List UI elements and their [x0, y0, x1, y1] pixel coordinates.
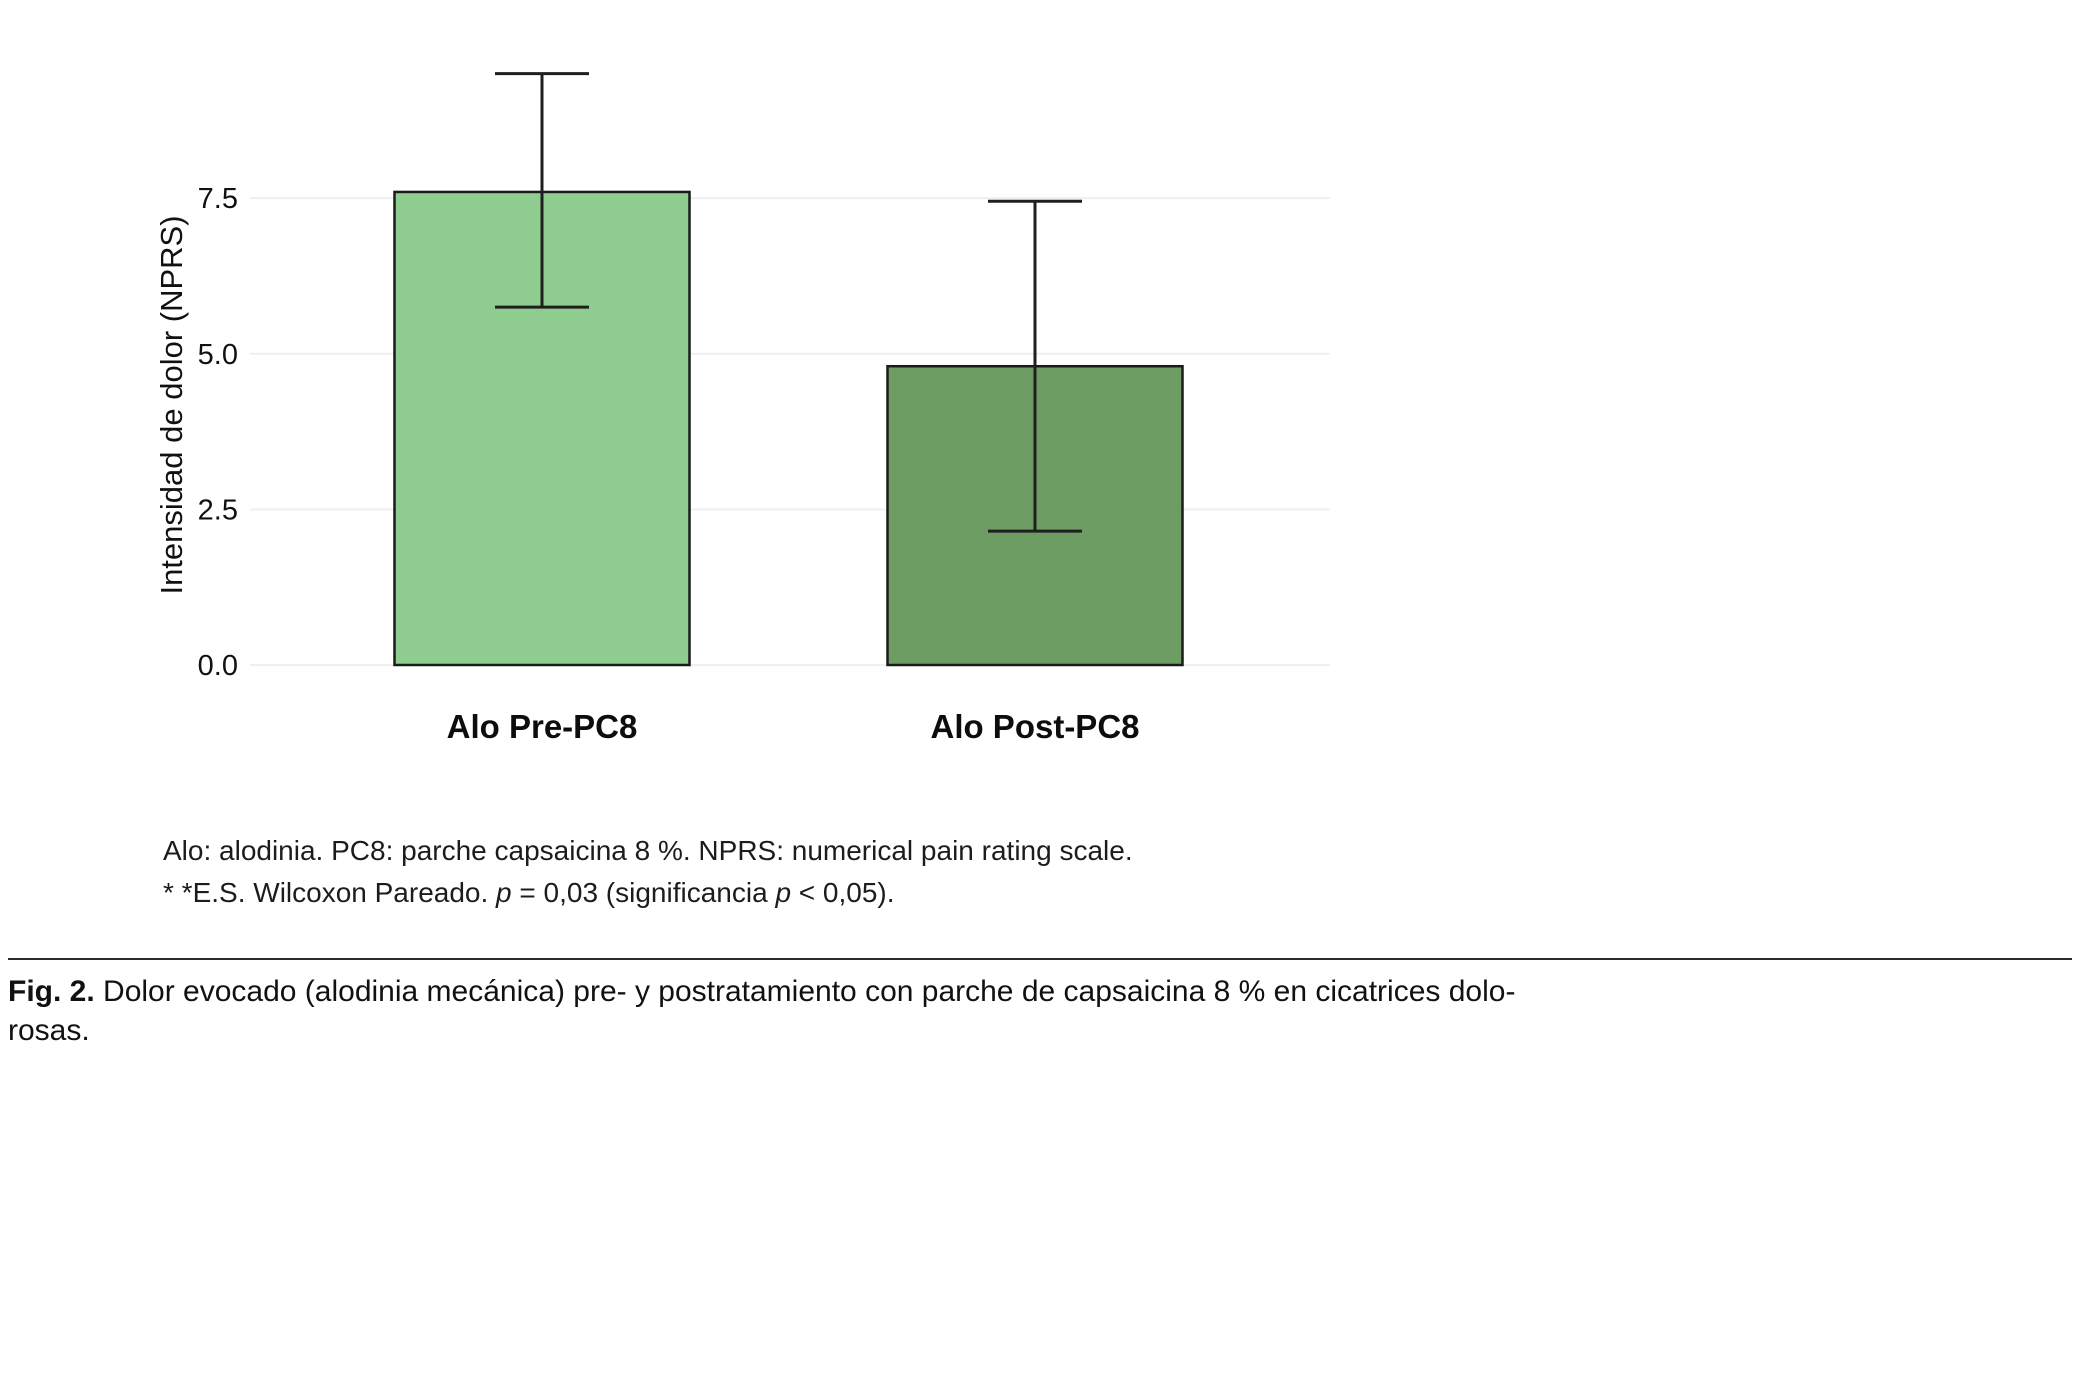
- y-tick-label: 7.5: [198, 183, 238, 215]
- chart-footnotes: Alo: alodinia. PC8: parche capsaicina 8 …: [163, 830, 2080, 914]
- figure-caption-text: Dolor evocado (alodinia mecánica) pre- y…: [8, 975, 1516, 1047]
- bar-chart: 0.0 2.5 5.0 7.5 Intensidad de dolor (NPRS) Al…: [154, 72, 1330, 745]
- footnote-p-symbol: p: [775, 877, 792, 908]
- footnote-p-symbol: p: [496, 877, 512, 908]
- y-tick-label: 0.0: [198, 650, 238, 682]
- footnote-text-segment: = 0,03 (significancia: [511, 877, 776, 908]
- footnote-line1: Alo: alodinia. PC8: parche capsaicina 8 …: [163, 835, 1133, 866]
- error-bar-2: [988, 199, 1082, 533]
- x-category-label-1: Alo Pre-PC8: [447, 708, 638, 745]
- caption-divider: [8, 958, 2072, 960]
- figure-label: Fig. 2.: [8, 975, 95, 1008]
- footnote-text-segment: < 0,05).: [791, 877, 895, 908]
- y-axis-label: Intensidad de dolor (NPRS): [154, 215, 189, 594]
- x-category-label-2: Alo Post-PC8: [930, 708, 1139, 745]
- y-tick-label: 5.0: [198, 339, 238, 371]
- footnote-text-segment: * *E.S. Wilcoxon Pareado.: [163, 877, 497, 908]
- y-tick-label: 2.5: [198, 494, 238, 526]
- bar-chart-svg: 0.0 2.5 5.0 7.5 Intensidad de dolor (NPRS) Al…: [154, 72, 1330, 745]
- footnote-line2: * *E.S. Wilcoxon Pareado. p = 0,03 (sign…: [163, 872, 2080, 914]
- error-bar-1: [495, 72, 589, 309]
- figure-caption: Fig. 2. Dolor evocado (alodinia mecánica…: [8, 972, 1553, 1050]
